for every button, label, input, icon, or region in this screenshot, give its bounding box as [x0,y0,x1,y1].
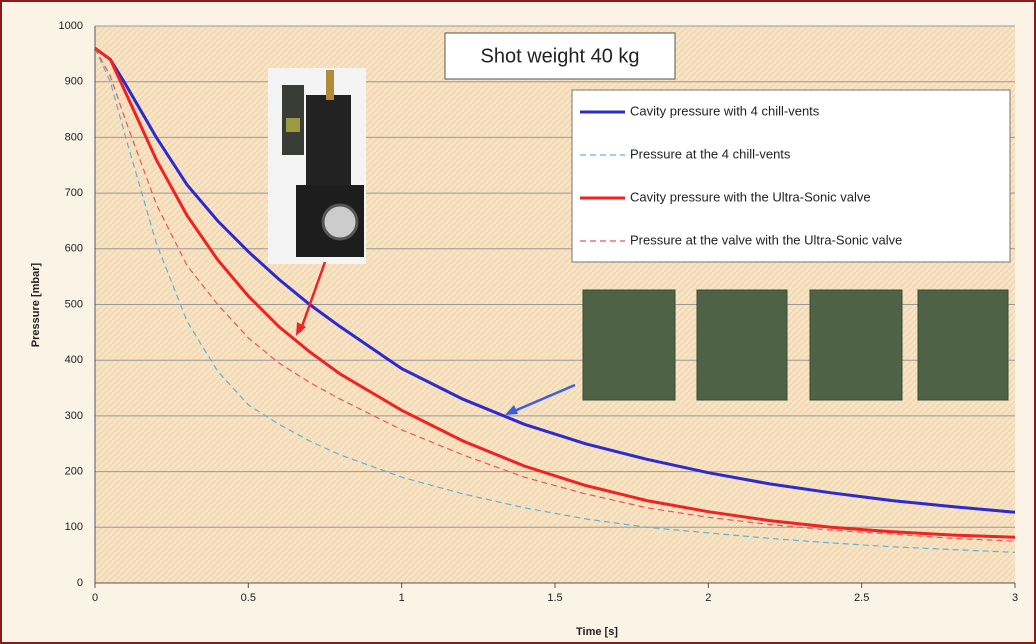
x-tick-label: 0 [92,592,98,604]
y-tick-label: 500 [65,298,83,310]
y-axis-label: Pressure [mbar] [30,262,42,347]
arrow [298,261,327,333]
arrow [511,383,576,414]
y-tick-label: 100 [65,521,83,533]
y-tick-label: 800 [65,131,83,143]
legend-box [571,89,1011,263]
x-tick-label: 2.5 [854,592,869,604]
y-tick-label: 1000 [59,20,83,32]
arrow-head [505,405,518,415]
x-axis-label: Time [s] [576,626,618,638]
series-line [94,47,1016,539]
title-box [444,32,676,80]
x-tick-label: 0.5 [241,592,256,604]
x-tick-label: 1 [399,592,405,604]
y-tick-label: 0 [77,577,83,589]
y-tick-label: 200 [65,466,83,478]
legend-label: Pressure at the 4 chill-vents [630,146,791,161]
x-tick-label: 3 [1012,592,1018,604]
arrow-head [296,322,306,336]
y-tick-label: 400 [65,354,83,366]
legend-label: Cavity pressure with 4 chill-vents [630,103,820,118]
y-tick-label: 300 [65,410,83,422]
chart-title: Shot weight 40 kg [481,45,640,67]
series-line [94,48,1016,542]
valve-photo [268,68,366,264]
y-tick-label: 900 [65,76,83,88]
y-tick-label: 600 [65,243,83,255]
legend-label: Pressure at the valve with the Ultra-Son… [630,232,902,247]
series-line [94,47,1016,514]
y-tick-label: 700 [65,187,83,199]
legend-label: Cavity pressure with the Ultra-Sonic val… [630,189,871,204]
chill-vent-photos [582,289,1009,401]
x-tick-label: 2 [705,592,711,604]
series-line [94,48,1016,553]
x-tick-label: 1.5 [547,592,562,604]
